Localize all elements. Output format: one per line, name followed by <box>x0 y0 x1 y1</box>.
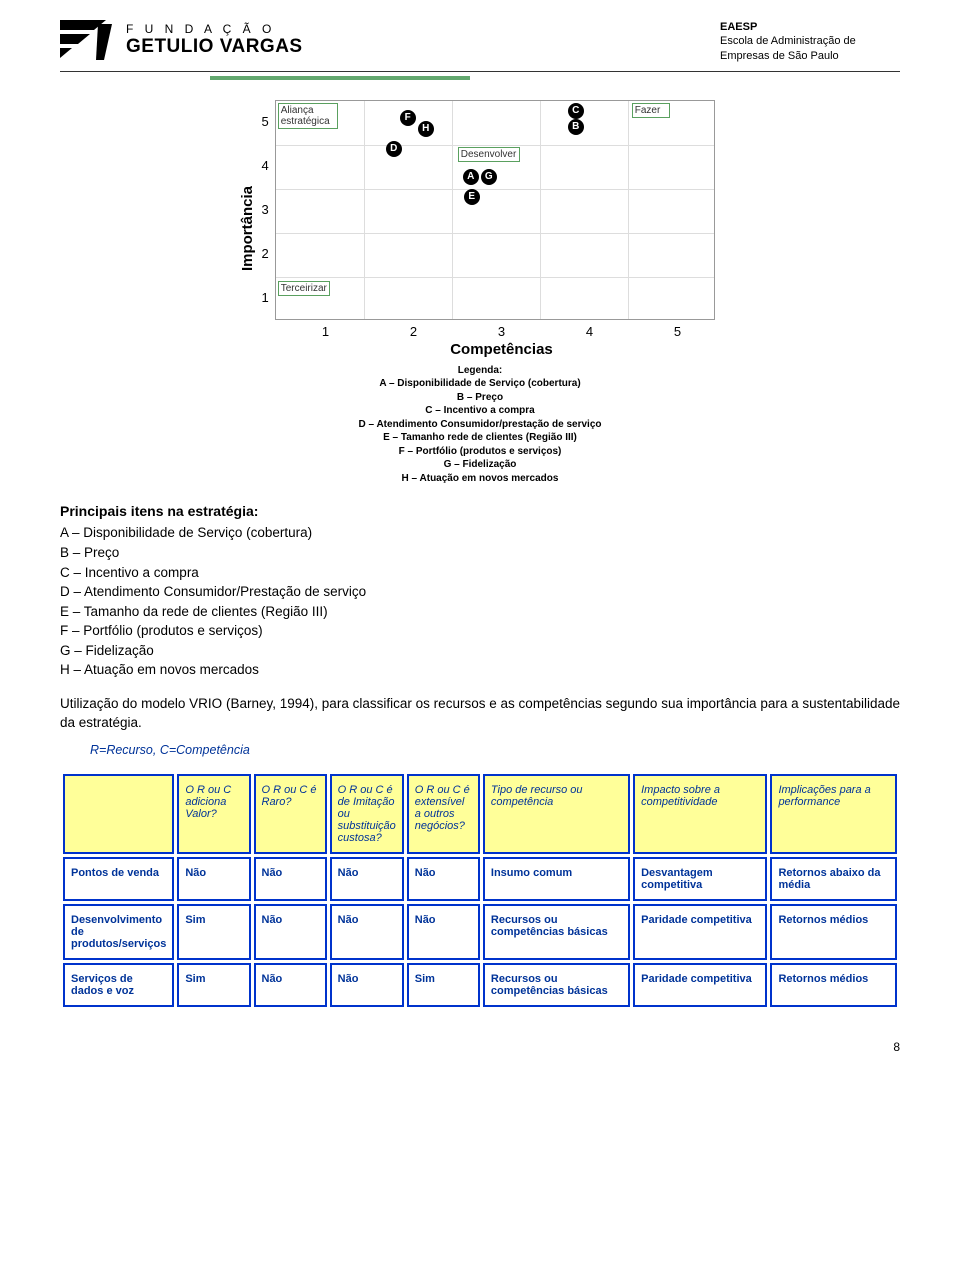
chart-region-box: Fazer <box>632 103 670 118</box>
vrio-column-header: O R ou C é de Imitação ou substituição c… <box>330 774 404 854</box>
vrio-column-header: O R ou C é extensível a outros negócios? <box>407 774 480 854</box>
chart-legend: Legenda:A – Disponibilidade de Serviço (… <box>220 364 740 486</box>
vrio-table: O R ou C adiciona Valor?O R ou C é Raro?… <box>60 771 900 1010</box>
importance-competence-chart: Importância 54321 Aliança estratégicaTer… <box>60 100 900 358</box>
y-tick: 1 <box>262 276 275 320</box>
chart-region-box: Terceirizar <box>278 281 330 296</box>
chart-plot-area: Aliança estratégica Terceirizar Desenvolve… <box>275 100 715 320</box>
y-axis-label: Importância <box>239 186 256 271</box>
legend-item: A – Disponibilidade de Serviço (cobertur… <box>220 377 740 391</box>
rc-legend: R=Recurso, C=Competência <box>90 743 900 757</box>
chart-marker-c: C <box>568 103 584 119</box>
y-axis-ticks: 54321 <box>262 100 275 320</box>
vrio-cell: Retornos médios <box>770 904 897 960</box>
x-axis-label: Competências <box>282 339 722 358</box>
eaesp-desc: Escola de Administração de Empresas de S… <box>720 34 900 63</box>
y-tick: 5 <box>262 100 275 144</box>
vrio-column-header: O R ou C é Raro? <box>254 774 327 854</box>
chart-region-box: Desenvolver <box>458 147 520 162</box>
vrio-cell: Sim <box>177 963 250 1007</box>
legend-item: C – Incentivo a compra <box>220 404 740 418</box>
vrio-column-header: Tipo de recurso ou competência <box>483 774 630 854</box>
page-header: F U N D A Ç Ã O GETULIO VARGAS EAESP Esc… <box>60 20 900 72</box>
legend-item: D – Atendimento Consumidor/prestação de … <box>220 418 740 432</box>
fgv-logo-icon <box>60 20 112 60</box>
strategy-item: E – Tamanho da rede de clientes (Região … <box>60 602 900 622</box>
y-tick: 3 <box>262 188 275 232</box>
vrio-cell: Pontos de venda <box>63 857 174 901</box>
chart-marker-d: D <box>386 141 402 157</box>
legend-item: H – Atuação em novos mercados <box>220 472 740 486</box>
eaesp-label: EAESP <box>720 20 900 34</box>
vrio-column-header: Implicações para a performance <box>770 774 897 854</box>
y-tick: 2 <box>262 232 275 276</box>
vrio-cell: Paridade competitiva <box>633 904 767 960</box>
accent-bar <box>210 76 470 80</box>
strategy-item: F – Portfólio (produtos e serviços) <box>60 621 900 641</box>
vrio-cell: Não <box>330 857 404 901</box>
brand-block: F U N D A Ç Ã O GETULIO VARGAS <box>60 20 303 60</box>
vrio-cell: Não <box>330 904 404 960</box>
legend-item: B – Preço <box>220 391 740 405</box>
vrio-cell: Paridade competitiva <box>633 963 767 1007</box>
strategy-item: H – Atuação em novos mercados <box>60 660 900 680</box>
x-tick: 2 <box>370 324 458 339</box>
vrio-column-header <box>63 774 174 854</box>
page-number: 8 <box>60 1040 900 1054</box>
brand-fundacao: F U N D A Ç Ã O <box>126 22 303 36</box>
vrio-cell: Serviços de dados e voz <box>63 963 174 1007</box>
vrio-column-header: Impacto sobre a competitividade <box>633 774 767 854</box>
vrio-cell: Insumo comum <box>483 857 630 901</box>
x-tick: 3 <box>458 324 546 339</box>
vrio-row: Pontos de vendaNãoNãoNãoNãoInsumo comumD… <box>63 857 897 901</box>
strategy-item: D – Atendimento Consumidor/Prestação de … <box>60 582 900 602</box>
x-axis-ticks: 12345 <box>282 320 722 339</box>
chart-marker-g: G <box>481 169 497 185</box>
strategy-item: B – Preço <box>60 543 900 563</box>
vrio-row: Desenvolvimento de produtos/serviçosSimN… <box>63 904 897 960</box>
vrio-cell: Sim <box>177 904 250 960</box>
chart-region-box: Aliança estratégica <box>278 103 338 129</box>
vrio-cell: Não <box>254 904 327 960</box>
chart-marker-h: H <box>418 121 434 137</box>
legend-item: G – Fidelização <box>220 458 740 472</box>
vrio-cell: Sim <box>407 963 480 1007</box>
y-tick: 4 <box>262 144 275 188</box>
vrio-cell: Não <box>254 857 327 901</box>
vrio-row: Serviços de dados e vozSimNãoNãoSimRecur… <box>63 963 897 1007</box>
vrio-intro-paragraph: Utilização do modelo VRIO (Barney, 1994)… <box>60 694 900 733</box>
x-tick: 5 <box>634 324 722 339</box>
vrio-column-header: O R ou C adiciona Valor? <box>177 774 250 854</box>
school-block: EAESP Escola de Administração de Empresa… <box>720 20 900 63</box>
strategy-item: A – Disponibilidade de Serviço (cobertur… <box>60 523 900 543</box>
vrio-cell: Desvantagem competitiva <box>633 857 767 901</box>
vrio-cell: Retornos médios <box>770 963 897 1007</box>
legend-item: F – Portfólio (produtos e serviços) <box>220 445 740 459</box>
vrio-cell: Recursos ou competências básicas <box>483 963 630 1007</box>
strategy-item: G – Fidelização <box>60 641 900 661</box>
vrio-cell: Desenvolvimento de produtos/serviços <box>63 904 174 960</box>
chart-marker-f: F <box>400 110 416 126</box>
vrio-cell: Não <box>407 857 480 901</box>
strategy-item: C – Incentivo a compra <box>60 563 900 583</box>
vrio-cell: Recursos ou competências básicas <box>483 904 630 960</box>
legend-item: E – Tamanho rede de clientes (Região III… <box>220 431 740 445</box>
vrio-cell: Não <box>330 963 404 1007</box>
x-tick: 4 <box>546 324 634 339</box>
brand-name: GETULIO VARGAS <box>126 36 303 58</box>
vrio-header-row: O R ou C adiciona Valor?O R ou C é Raro?… <box>63 774 897 854</box>
strategy-heading: Principais itens na estratégia: <box>60 503 900 519</box>
vrio-cell: Não <box>177 857 250 901</box>
strategy-items: A – Disponibilidade de Serviço (cobertur… <box>60 523 900 680</box>
x-tick: 1 <box>282 324 370 339</box>
chart-marker-b: B <box>568 119 584 135</box>
chart-marker-e: E <box>464 189 480 205</box>
vrio-cell: Retornos abaixo da média <box>770 857 897 901</box>
vrio-body: Pontos de vendaNãoNãoNãoNãoInsumo comumD… <box>63 857 897 1007</box>
vrio-cell: Não <box>254 963 327 1007</box>
vrio-cell: Não <box>407 904 480 960</box>
chart-marker-a: A <box>463 169 479 185</box>
